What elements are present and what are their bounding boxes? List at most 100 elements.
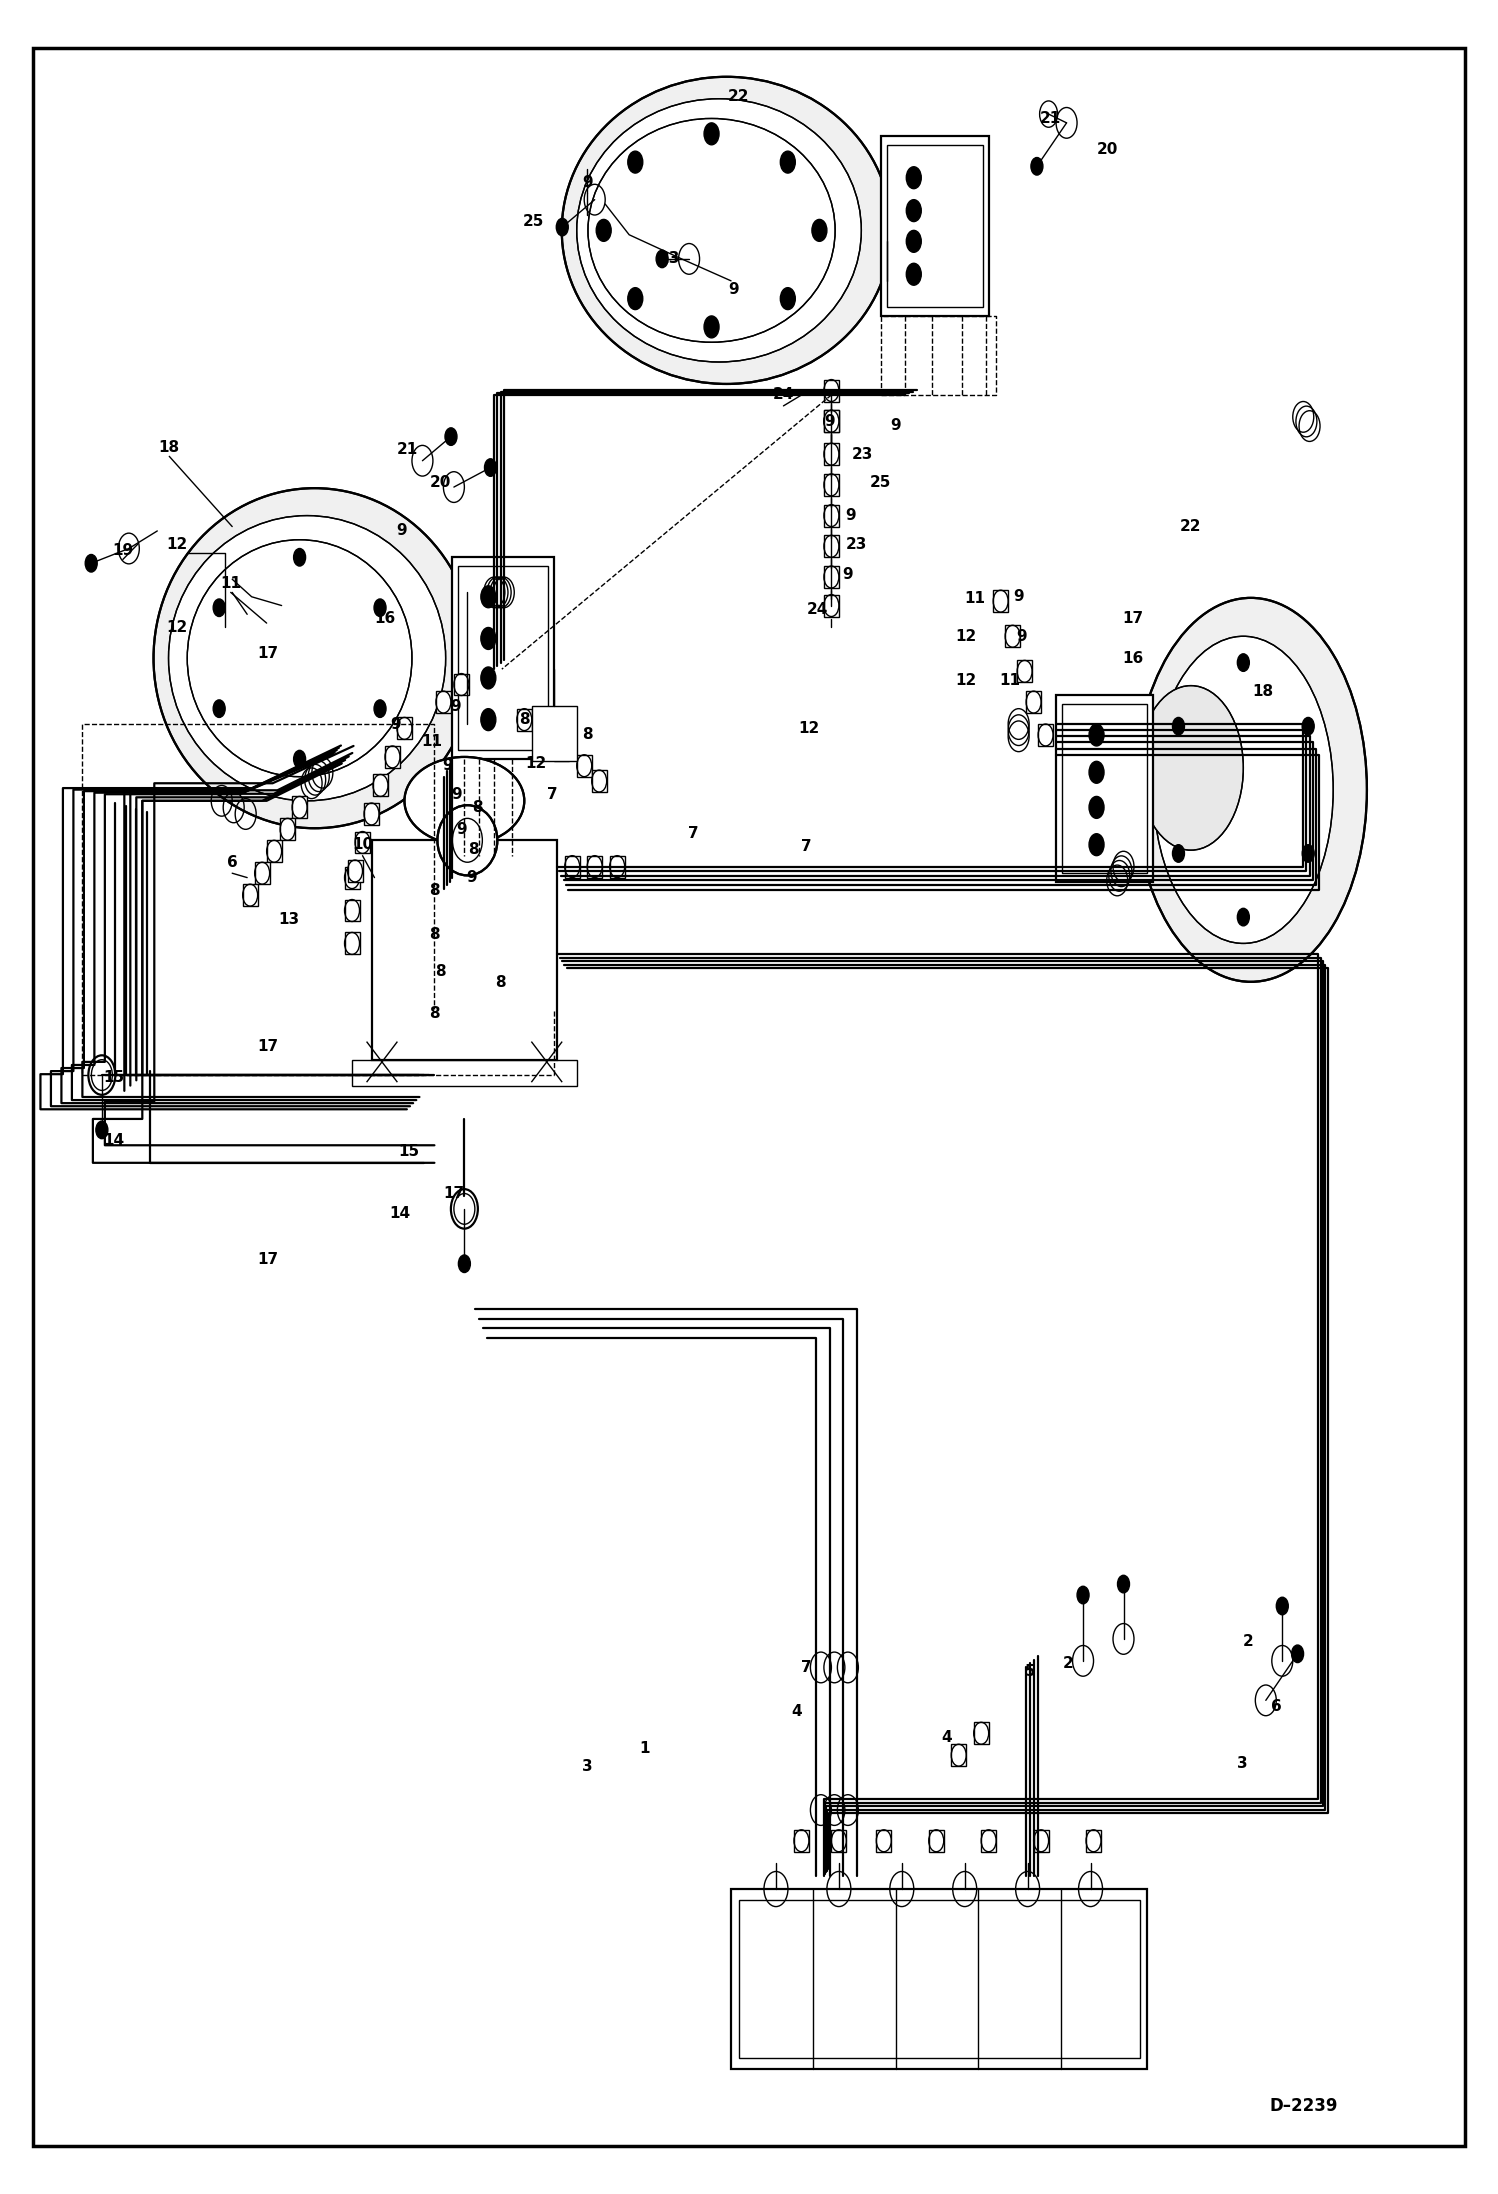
Bar: [532, 706, 577, 761]
Text: 7: 7: [800, 1661, 812, 1674]
Text: 18: 18: [159, 441, 180, 454]
Bar: [824, 535, 839, 557]
Text: 9: 9: [395, 524, 407, 538]
Circle shape: [1089, 724, 1104, 746]
Circle shape: [481, 667, 496, 689]
Circle shape: [481, 586, 496, 608]
Text: 9: 9: [466, 871, 478, 884]
Text: 9: 9: [824, 415, 836, 428]
Circle shape: [704, 123, 719, 145]
Text: 2: 2: [1242, 1635, 1254, 1648]
Bar: [824, 443, 839, 465]
Text: 20: 20: [1097, 143, 1118, 156]
Circle shape: [1276, 1597, 1288, 1615]
Text: 23: 23: [659, 252, 680, 265]
Bar: [739, 1900, 1140, 2058]
Bar: [577, 755, 592, 777]
Circle shape: [96, 1121, 108, 1139]
Ellipse shape: [1135, 599, 1368, 981]
Ellipse shape: [587, 118, 836, 342]
Circle shape: [1089, 796, 1104, 818]
Text: 3: 3: [1236, 1757, 1248, 1771]
Bar: [255, 862, 270, 884]
Text: 23: 23: [846, 538, 867, 551]
Circle shape: [484, 459, 496, 476]
Text: 16: 16: [1122, 652, 1143, 665]
Text: 8: 8: [467, 842, 479, 856]
Text: 8: 8: [472, 801, 484, 814]
Ellipse shape: [437, 805, 497, 875]
Text: 9: 9: [1016, 630, 1028, 643]
Circle shape: [1077, 1586, 1089, 1604]
Circle shape: [445, 428, 457, 445]
Bar: [372, 840, 557, 1060]
Text: 21: 21: [1040, 112, 1061, 125]
Text: 8: 8: [581, 728, 593, 742]
Bar: [587, 856, 602, 878]
Bar: [794, 1830, 809, 1852]
Bar: [993, 590, 1008, 612]
Text: 24: 24: [773, 388, 794, 402]
Bar: [824, 410, 839, 432]
Bar: [929, 1830, 944, 1852]
Bar: [1062, 704, 1147, 873]
Ellipse shape: [577, 99, 861, 362]
Text: 5: 5: [1025, 1665, 1037, 1678]
Text: 7: 7: [547, 788, 559, 801]
Circle shape: [294, 548, 306, 566]
Text: 8: 8: [518, 713, 530, 726]
Text: 17: 17: [443, 1187, 464, 1200]
Text: 11: 11: [220, 577, 241, 590]
Text: 9: 9: [728, 283, 740, 296]
Text: D–2239: D–2239: [1269, 2097, 1338, 2115]
Text: 3: 3: [581, 1760, 593, 1773]
Text: 15: 15: [398, 1145, 419, 1158]
Text: 17: 17: [258, 1040, 279, 1053]
Bar: [951, 1744, 966, 1766]
Text: 14: 14: [389, 1207, 410, 1220]
Circle shape: [1089, 761, 1104, 783]
Bar: [348, 860, 363, 882]
Circle shape: [374, 700, 386, 717]
Circle shape: [1291, 1646, 1303, 1663]
Circle shape: [294, 750, 306, 768]
Bar: [373, 774, 388, 796]
Text: 11: 11: [421, 735, 442, 748]
Text: 12: 12: [956, 674, 977, 687]
Circle shape: [1118, 1575, 1129, 1593]
Text: 4: 4: [791, 1705, 803, 1718]
Circle shape: [812, 219, 827, 241]
Bar: [280, 818, 295, 840]
Bar: [981, 1830, 996, 1852]
Text: 8: 8: [494, 976, 506, 989]
Bar: [824, 595, 839, 617]
Text: 8: 8: [428, 928, 440, 941]
Bar: [517, 709, 532, 731]
Text: 7: 7: [800, 840, 812, 853]
Text: 11: 11: [965, 592, 986, 606]
Circle shape: [906, 200, 921, 222]
Text: 8: 8: [434, 965, 446, 979]
Bar: [1086, 1830, 1101, 1852]
Bar: [292, 796, 307, 818]
Bar: [554, 739, 569, 761]
Bar: [1034, 1830, 1049, 1852]
Circle shape: [556, 217, 568, 235]
Bar: [243, 884, 258, 906]
Text: 22: 22: [728, 90, 749, 103]
Circle shape: [1089, 834, 1104, 856]
Circle shape: [1302, 717, 1314, 735]
Text: 22: 22: [1180, 520, 1201, 533]
Circle shape: [780, 151, 795, 173]
Text: 12: 12: [166, 538, 187, 551]
Text: 9: 9: [1013, 590, 1025, 603]
Bar: [1017, 660, 1032, 682]
Text: 11: 11: [999, 674, 1020, 687]
Bar: [592, 770, 607, 792]
Text: 7: 7: [688, 827, 700, 840]
Bar: [824, 566, 839, 588]
Text: 21: 21: [397, 443, 418, 456]
Circle shape: [213, 700, 225, 717]
Bar: [267, 840, 282, 862]
Circle shape: [1237, 908, 1249, 926]
